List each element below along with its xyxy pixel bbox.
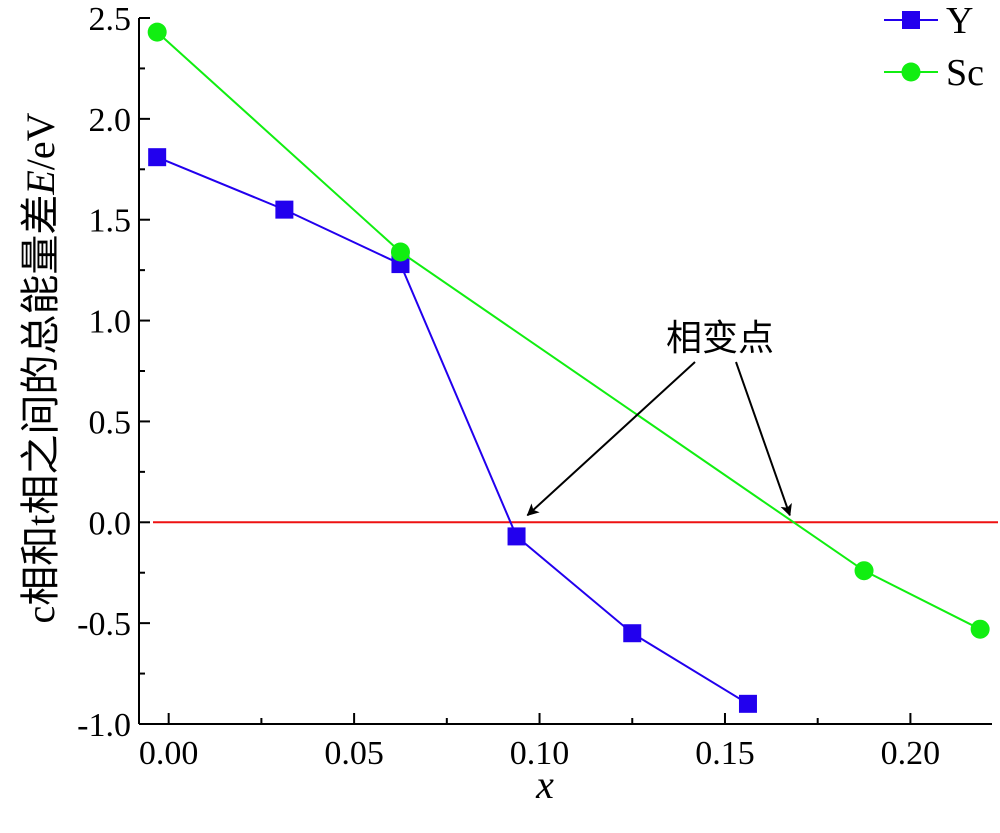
y-tick-label: -1.0 — [77, 707, 131, 744]
y-tick-label: 1.0 — [89, 304, 132, 341]
x-axis-title: x — [535, 762, 554, 807]
data-point-Sc — [390, 242, 410, 262]
data-point-Y — [148, 148, 167, 167]
x-tick-label: 0.15 — [695, 735, 755, 772]
y-axis-title-prefix: c相和t相之间的总能量差 — [18, 195, 63, 624]
data-point-Y — [507, 527, 526, 546]
x-tick-label: 0.05 — [324, 735, 384, 772]
annotation-label: 相变点 — [666, 318, 774, 359]
y-axis-title-unit: /eV — [18, 112, 63, 170]
data-point-Y — [623, 624, 642, 643]
series-line-Y — [156, 156, 749, 705]
y-tick-label: -0.5 — [77, 606, 131, 643]
data-point-Sc — [147, 22, 167, 42]
data-point-Y — [275, 200, 294, 219]
x-tick-label: 0.20 — [881, 735, 941, 772]
legend-label-Y: Y — [946, 0, 973, 42]
legend-marker-Sc — [901, 62, 921, 82]
x-tick-label: 0.10 — [510, 735, 570, 772]
data-point-Sc — [970, 619, 990, 639]
data-point-Y — [738, 694, 757, 713]
y-tick-label: 0.0 — [89, 505, 132, 542]
annotation-arrow — [735, 361, 792, 517]
series-line-Sc — [156, 31, 981, 631]
annotation-arrow — [526, 361, 696, 517]
y-tick-label: 0.5 — [89, 404, 132, 441]
series-group — [147, 22, 990, 713]
legend: Y Sc — [884, 0, 984, 94]
x-tick-label: 0.00 — [139, 735, 199, 772]
data-point-Sc — [854, 561, 874, 581]
legend-label-Sc: Sc — [946, 52, 984, 94]
y-tick-label: 2.0 — [89, 102, 132, 139]
y-tick-label: 1.5 — [89, 203, 132, 240]
legend-marker-Y — [902, 11, 920, 29]
y-axis-title-variable: E — [18, 170, 63, 195]
annotation-group: 相变点 — [526, 318, 792, 517]
y-tick-label: 2.5 — [89, 1, 132, 38]
axes: 2.5 2.0 1.5 1.0 0.5 0.0 -0.5 -1.00.00 0.05 0.10 0.… — [77, 1, 992, 772]
y-axis-title: c相和t相之间的总能量差E/eV — [18, 112, 63, 623]
